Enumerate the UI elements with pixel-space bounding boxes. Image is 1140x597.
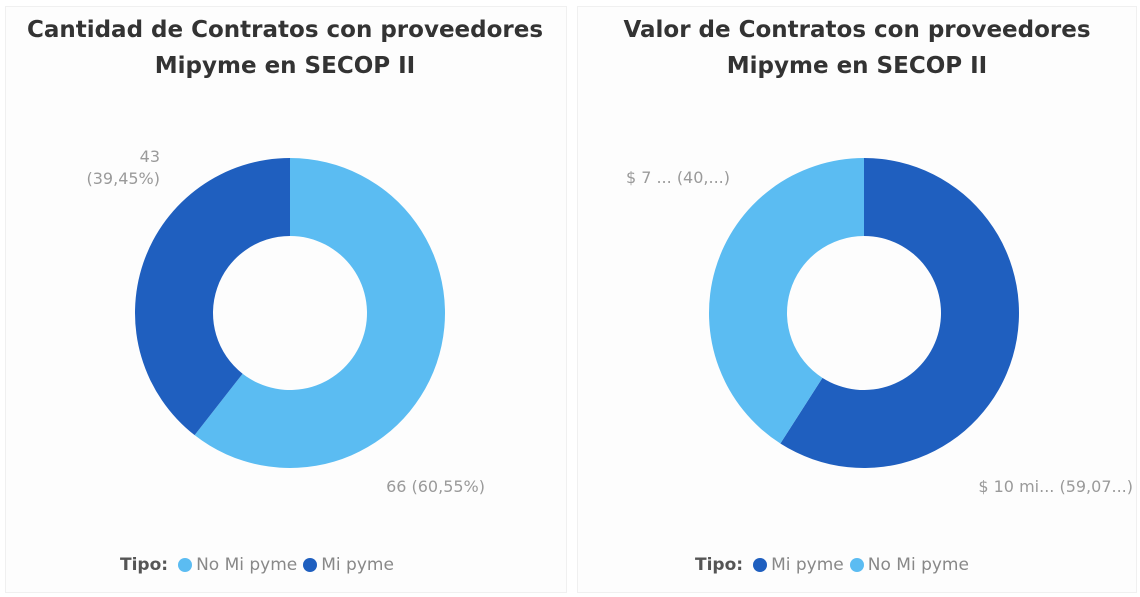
legend-label: Mi pyme xyxy=(771,555,844,575)
legend-item: No Mi pyme xyxy=(178,555,297,575)
panel xyxy=(5,6,567,593)
legend-swatch xyxy=(849,558,864,572)
legend-label: No Mi pyme xyxy=(196,555,298,575)
value-label: 66 (60,55%) xyxy=(386,477,485,496)
slice xyxy=(709,158,864,444)
value-label: $ 7 ... (40,...) xyxy=(625,168,730,187)
legend-swatch xyxy=(753,558,768,572)
legend-swatch xyxy=(303,558,318,572)
chart-title: Cantidad de Contratos con proveedores Mi… xyxy=(26,17,544,79)
legend: Tipo: Mi pyme No Mi pyme xyxy=(695,555,975,575)
slice xyxy=(780,158,1020,468)
legend-label: Mi pyme xyxy=(321,555,394,575)
legend-item: Mi pyme xyxy=(753,555,844,575)
value-label: $ 10 mi... (59,07...) xyxy=(978,477,1133,496)
chart-title: Valor de Contratos con proveedores Mipym… xyxy=(623,17,1091,79)
legend-label: No Mi pyme xyxy=(867,555,969,575)
panel xyxy=(577,6,1137,593)
value-label: 43 (39,45%) xyxy=(86,147,161,188)
legend-swatch xyxy=(178,558,193,572)
slice xyxy=(194,158,445,468)
legend: Tipo: No Mi pyme Mi pyme xyxy=(120,555,400,575)
legend-item: Mi pyme xyxy=(303,555,394,575)
legend-title: Tipo: xyxy=(120,555,169,575)
legend-item: No Mi pyme xyxy=(849,555,969,575)
legend-title: Tipo: xyxy=(695,555,744,575)
slice xyxy=(135,158,290,436)
